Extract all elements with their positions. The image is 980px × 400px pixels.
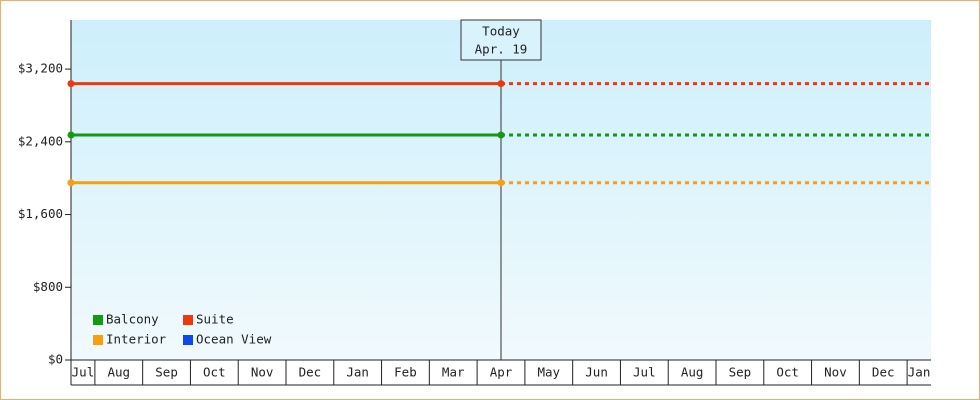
today-box — [460, 19, 542, 61]
legend-label: Interior — [106, 332, 167, 347]
x-tick-label: Sep — [729, 365, 752, 380]
x-tick-label: Aug — [681, 365, 704, 380]
legend-label: Ocean View — [196, 332, 272, 347]
x-tick-label: Nov — [251, 365, 274, 380]
point — [497, 179, 505, 187]
legend-swatch — [93, 335, 103, 345]
point — [67, 131, 75, 139]
legend-label: Suite — [196, 312, 234, 327]
x-tick-label: Jun — [585, 365, 608, 380]
x-tick-label: Nov — [824, 365, 847, 380]
x-tick-label: Apr — [490, 365, 513, 380]
x-tick-label: Oct — [776, 365, 799, 380]
point — [497, 80, 505, 88]
x-tick-label: Jan — [908, 365, 931, 380]
y-tick-label: $2,400 — [18, 133, 63, 148]
x-tick-label: Dec — [872, 365, 895, 380]
point — [67, 179, 75, 187]
legend-swatch — [183, 315, 193, 325]
point — [497, 131, 505, 139]
legend-swatch — [93, 315, 103, 325]
x-tick-label: Dec — [299, 365, 322, 380]
x-tick-label: May — [537, 365, 560, 380]
y-tick-label: $0 — [48, 352, 63, 367]
x-tick-label: Feb — [394, 365, 417, 380]
legend-swatch — [183, 335, 193, 345]
x-tick-label: Mar — [442, 365, 465, 380]
point — [67, 80, 75, 88]
today-label: Today — [482, 24, 520, 39]
x-tick-label: Oct — [203, 365, 226, 380]
today-label: Apr. 19 — [475, 42, 528, 57]
x-tick-label: Aug — [107, 365, 130, 380]
x-tick-label: Sep — [155, 365, 178, 380]
x-tick-label: Jul — [633, 365, 656, 380]
y-tick-label: $1,600 — [18, 206, 63, 221]
x-tick-label: Jul — [72, 365, 95, 380]
y-tick-label: $800 — [33, 279, 63, 294]
y-tick-label: $3,200 — [18, 61, 63, 76]
x-tick-label: Jan — [346, 365, 369, 380]
legend-label: Balcony — [106, 312, 159, 327]
